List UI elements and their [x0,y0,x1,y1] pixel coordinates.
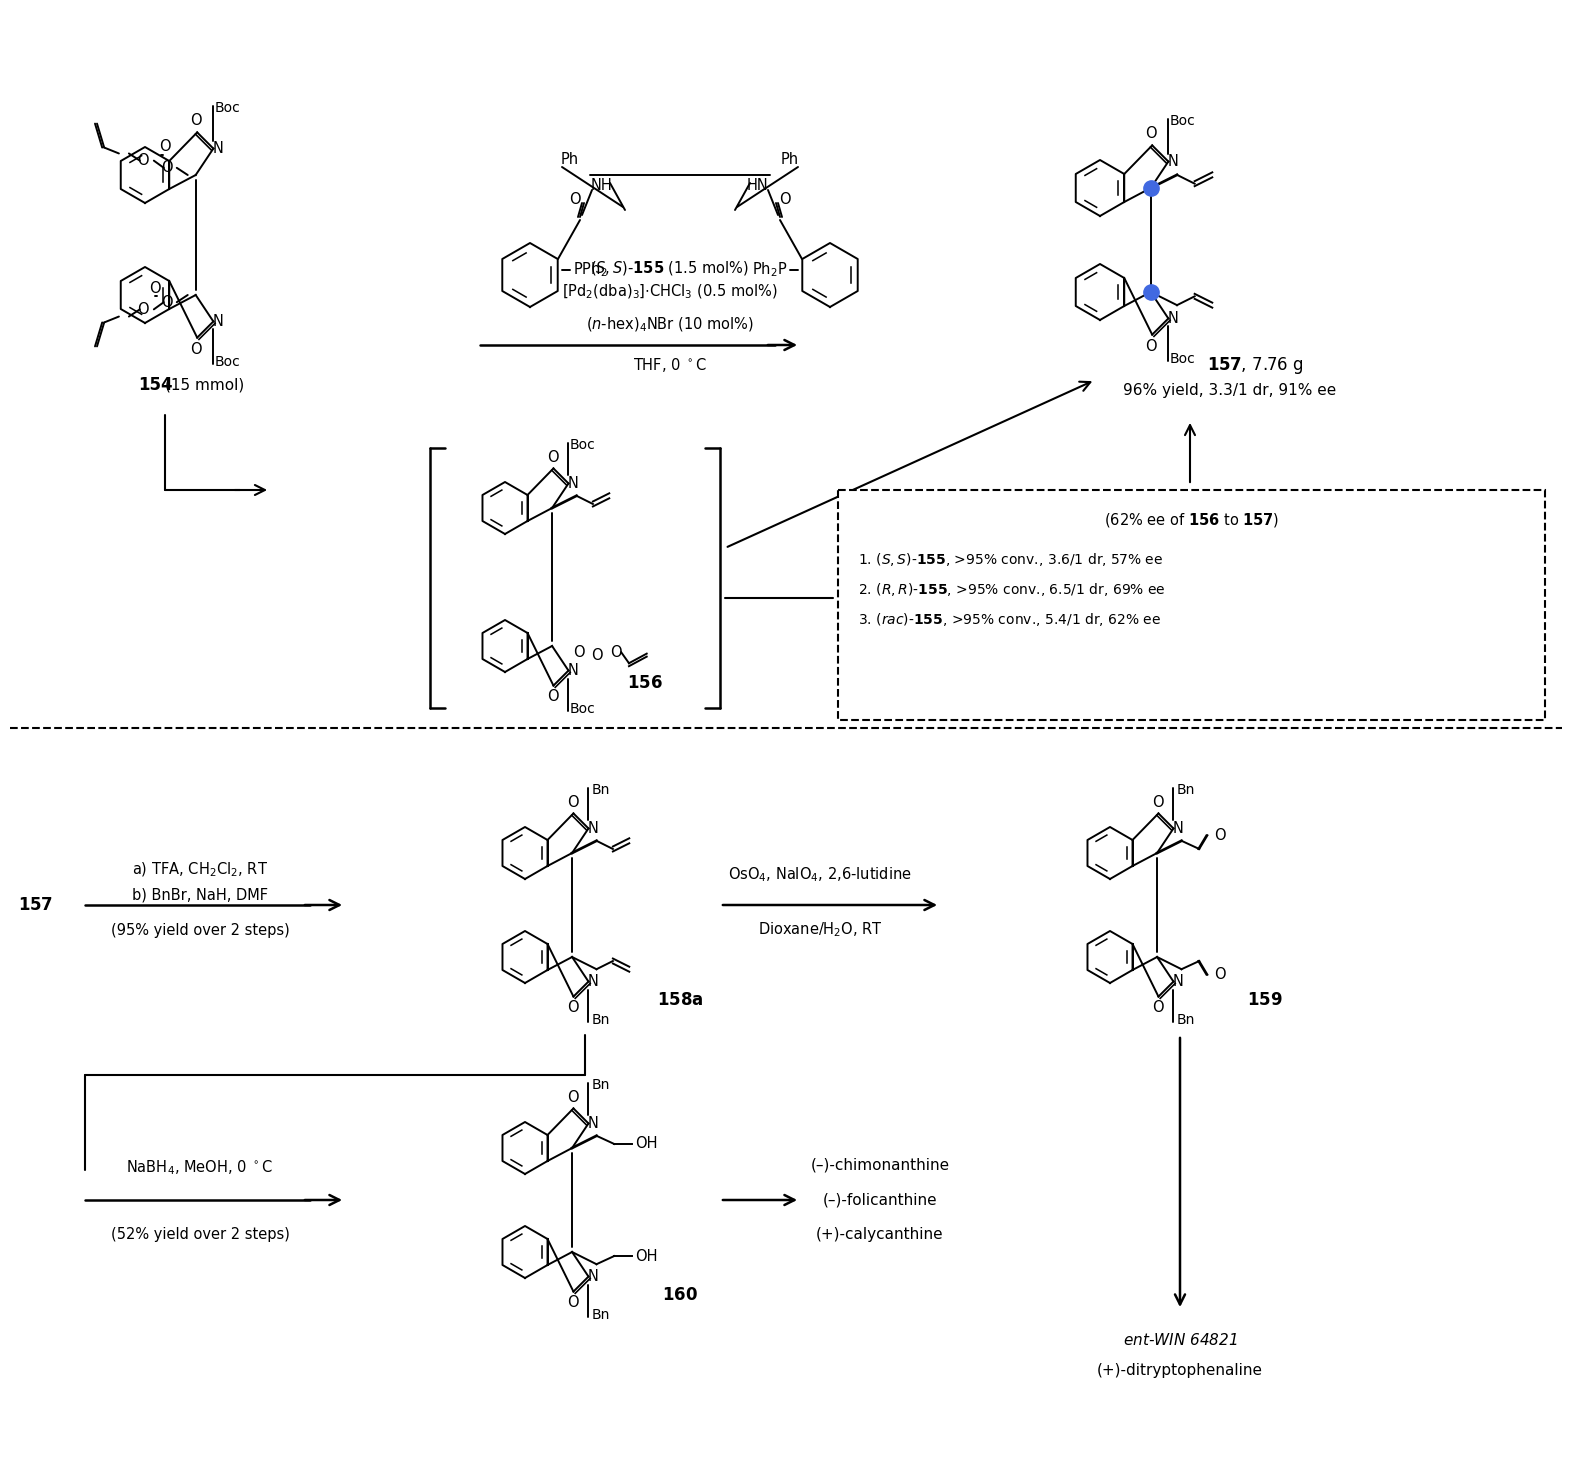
Text: N: N [567,664,578,678]
Text: O: O [190,113,201,129]
Text: HN: HN [747,177,769,192]
Text: O: O [567,1090,578,1105]
Text: O: O [159,139,171,154]
Text: O: O [1152,999,1163,1015]
Text: O: O [567,999,578,1015]
Text: Boc: Boc [1170,114,1195,129]
Text: $\mathbf{157}$, 7.76 g: $\mathbf{157}$, 7.76 g [1207,355,1303,375]
Text: Bn: Bn [591,1308,610,1321]
Text: 154: 154 [138,377,173,394]
Text: $(S,S)$-$\mathbf{155}$ (1.5 mol%): $(S,S)$-$\mathbf{155}$ (1.5 mol%) [591,259,750,277]
Text: N: N [212,141,223,157]
Text: Boc: Boc [1170,352,1195,366]
Text: [Pd$_2$(dba)$_3$]$\cdot$CHCl$_3$ (0.5 mol%): [Pd$_2$(dba)$_3$]$\cdot$CHCl$_3$ (0.5 mo… [563,283,778,302]
Text: Boc: Boc [214,355,241,369]
Text: b) BnBr, NaH, DMF: b) BnBr, NaH, DMF [132,888,267,902]
Text: O: O [569,192,580,208]
Text: N: N [1168,154,1179,168]
Text: O: O [137,154,149,168]
Text: THF, 0 $^\circ$C: THF, 0 $^\circ$C [634,356,707,374]
Text: $\mathbf{160}$: $\mathbf{160}$ [662,1286,698,1304]
Text: Ph: Ph [781,152,799,167]
Text: N: N [212,314,223,330]
Text: (15 mmol): (15 mmol) [165,378,245,393]
Text: PPh$_2$: PPh$_2$ [572,261,607,280]
Bar [838,489,1545,719]
Text: $ent$-WIN 64821: $ent$-WIN 64821 [1122,1332,1237,1348]
Text: 2. $(R,R)$-$\mathbf{155}$, >95% conv., 6.5/1 dr, 69% ee: 2. $(R,R)$-$\mathbf{155}$, >95% conv., 6… [858,582,1166,599]
Text: N: N [1168,311,1179,325]
Text: N: N [567,476,578,491]
Text: O: O [1144,126,1157,142]
Text: Bn: Bn [591,784,610,797]
Text: O: O [1214,967,1225,982]
Text: O: O [1144,338,1157,353]
Text: O: O [149,281,160,296]
Text: Dioxane/H$_2$O, RT: Dioxane/H$_2$O, RT [758,920,882,939]
Text: NaBH$_4$, MeOH, 0 $^\circ$C: NaBH$_4$, MeOH, 0 $^\circ$C [126,1159,274,1178]
Text: Bn: Bn [591,1012,610,1027]
Text: O: O [547,689,558,703]
Text: (–)-folicanthine: (–)-folicanthine [822,1193,937,1207]
Text: O: O [1214,828,1225,842]
Text: N: N [588,1269,599,1283]
Text: $\mathbf{158a}$: $\mathbf{158a}$ [657,990,703,1009]
Text: 1. $(S,S)$-$\mathbf{155}$, >95% conv., 3.6/1 dr, 57% ee: 1. $(S,S)$-$\mathbf{155}$, >95% conv., 3… [858,551,1163,568]
Text: (95% yield over 2 steps): (95% yield over 2 steps) [110,923,289,938]
Text: OH: OH [635,1248,657,1263]
Text: N: N [588,820,599,837]
Text: $\mathbf{159}$: $\mathbf{159}$ [1247,990,1283,1009]
Text: a) TFA, CH$_2$Cl$_2$, RT: a) TFA, CH$_2$Cl$_2$, RT [132,861,269,879]
Text: O: O [567,795,578,810]
Text: Ph: Ph [561,152,578,167]
Text: Bn: Bn [1176,1012,1195,1027]
Text: O: O [547,450,558,466]
Text: N: N [588,974,599,989]
Text: O: O [137,302,149,316]
Text: 96% yield, 3.3/1 dr, 91% ee: 96% yield, 3.3/1 dr, 91% ee [1124,382,1336,397]
Text: Bn: Bn [1176,784,1195,797]
Text: O: O [160,294,173,309]
Text: OH: OH [635,1137,657,1151]
Text: Boc: Boc [569,702,596,715]
Text: 3. $(rac)$-$\mathbf{155}$, >95% conv., 5.4/1 dr, 62% ee: 3. $(rac)$-$\mathbf{155}$, >95% conv., 5… [858,611,1162,628]
Text: OsO$_4$, NaIO$_4$, 2,6-lutidine: OsO$_4$, NaIO$_4$, 2,6-lutidine [728,866,912,885]
Text: O: O [567,1295,578,1310]
Text: (62% ee of $\mathbf{156}$ to $\mathbf{157}$): (62% ee of $\mathbf{156}$ to $\mathbf{15… [1104,511,1280,529]
Text: O: O [1152,795,1163,810]
Text: Boc: Boc [214,101,241,116]
Text: N: N [588,1116,599,1131]
Text: O: O [160,160,173,176]
Text: N: N [1173,820,1184,837]
Text: NH: NH [591,177,613,192]
Text: O: O [574,645,585,659]
Text: Bn: Bn [591,1078,610,1093]
Text: N: N [1173,974,1184,989]
Text: (+)-calycanthine: (+)-calycanthine [816,1228,943,1242]
Text: (+)-ditryptophenaline: (+)-ditryptophenaline [1097,1362,1262,1377]
Text: O: O [591,648,604,662]
Text: O: O [610,645,623,659]
Text: $(n$-hex$)_4$NBr (10 mol%): $(n$-hex$)_4$NBr (10 mol%) [586,316,755,334]
Text: $\mathbf{156}$: $\mathbf{156}$ [627,674,663,691]
Text: O: O [780,192,791,208]
Text: Ph$_2$P: Ph$_2$P [753,261,788,280]
Text: O: O [190,341,201,356]
Text: $\mathbf{157}$: $\mathbf{157}$ [17,897,52,914]
Text: (52% yield over 2 steps): (52% yield over 2 steps) [110,1228,289,1242]
Text: (–)-chimonanthine: (–)-chimonanthine [811,1157,949,1172]
Text: Boc: Boc [569,438,596,453]
